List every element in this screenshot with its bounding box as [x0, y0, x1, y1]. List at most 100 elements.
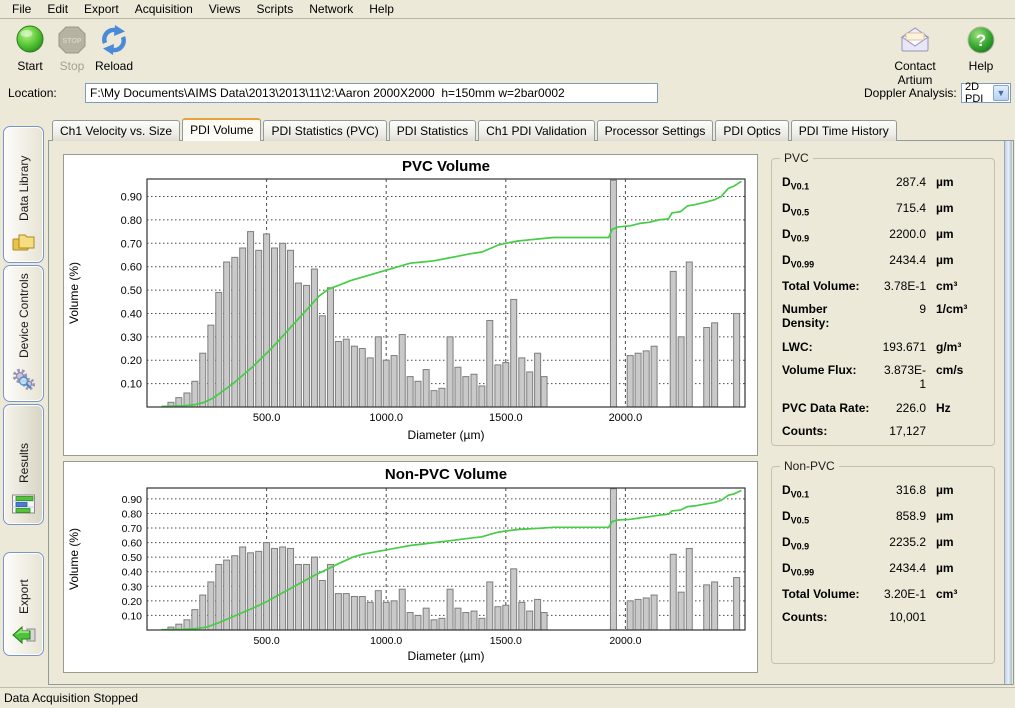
stat-value: 2434.4: [878, 561, 936, 575]
contact-artium-button[interactable]: Contact Artium: [877, 23, 953, 87]
stat-row: LWC:193.671g/m³: [782, 340, 986, 354]
stat-value: 3.78E-1: [878, 279, 936, 293]
tab-pdi-time-history[interactable]: PDI Time History: [791, 120, 897, 141]
folders-icon: [11, 231, 37, 256]
stat-row: DV0.92235.2µm: [782, 535, 986, 551]
stat-row: DV0.1287.4µm: [782, 175, 986, 191]
menu-item-export[interactable]: Export: [76, 0, 127, 18]
svg-text:Diameter (µm): Diameter (µm): [408, 649, 485, 663]
stat-unit: cm³: [936, 279, 986, 293]
stat-value: 226.0: [878, 401, 936, 415]
help-label: Help: [959, 59, 1003, 73]
tab-pdi-volume[interactable]: PDI Volume: [182, 118, 261, 141]
stat-unit: Hz: [936, 401, 986, 415]
stat-unit: µm: [936, 535, 986, 549]
stat-label: DV0.5: [782, 509, 878, 525]
svg-text:Diameter (µm): Diameter (µm): [408, 428, 485, 442]
svg-text:Volume (%): Volume (%): [67, 262, 81, 324]
stat-value: 9: [878, 302, 936, 316]
start-icon: [8, 23, 52, 57]
tab-processor-settings[interactable]: Processor Settings: [597, 120, 714, 141]
reload-button[interactable]: Reload: [92, 23, 136, 73]
svg-text:0.60: 0.60: [122, 538, 143, 550]
stat-value: 2235.2: [878, 535, 936, 549]
svg-text:Non-PVC Volume: Non-PVC Volume: [385, 466, 507, 483]
svg-text:1000.0: 1000.0: [369, 412, 403, 424]
pvc-stats-group: PVC DV0.1287.4µmDV0.5715.4µmDV0.92200.0µ…: [771, 158, 995, 446]
tab-pdi-statistics-pvc-[interactable]: PDI Statistics (PVC): [263, 120, 386, 141]
menu-item-help[interactable]: Help: [361, 0, 402, 18]
sidebar-item-data-library[interactable]: Data Library: [3, 126, 44, 263]
stat-unit: µm: [936, 483, 986, 497]
stat-label: Number Density:: [782, 302, 878, 330]
sidebar-item-label: Device Controls: [17, 266, 31, 362]
stat-label: DV0.1: [782, 483, 878, 499]
menu-item-network[interactable]: Network: [301, 0, 361, 18]
stat-value: 3.873E-1: [878, 363, 936, 391]
svg-text:0.80: 0.80: [121, 215, 142, 227]
stat-label: Total Volume:: [782, 587, 878, 601]
stat-label: DV0.99: [782, 253, 878, 269]
svg-text:0.70: 0.70: [122, 523, 143, 535]
status-text: Data Acquisition Stopped: [4, 691, 138, 705]
svg-text:0.20: 0.20: [121, 355, 142, 367]
svg-text:0.50: 0.50: [121, 285, 142, 297]
export-arrow-icon: [11, 624, 37, 649]
menu-item-edit[interactable]: Edit: [39, 0, 76, 18]
location-input[interactable]: [85, 83, 658, 103]
stat-label: DV0.9: [782, 227, 878, 243]
doppler-analysis-value: 2D PDI: [962, 81, 993, 105]
stat-row: Total Volume:3.78E-1cm³: [782, 279, 986, 293]
sidebar-item-export[interactable]: Export: [3, 552, 44, 656]
menu-item-views[interactable]: Views: [201, 0, 249, 18]
gears-icon: [11, 368, 37, 395]
help-button[interactable]: ? Help: [959, 23, 1003, 73]
doppler-analysis-select[interactable]: 2D PDI ▼: [961, 83, 1011, 103]
stat-unit: µm: [936, 227, 986, 241]
svg-text:0.30: 0.30: [121, 332, 142, 344]
svg-text:1500.0: 1500.0: [489, 412, 523, 424]
menu-bar: FileEditExportAcquisitionViewsScriptsNet…: [0, 0, 1015, 19]
stat-row: DV0.1316.8µm: [782, 483, 986, 499]
pvc-volume-chart: PVC Volume0.100.200.300.400.500.600.700.…: [63, 154, 758, 456]
stat-unit: µm: [936, 201, 986, 215]
tab-ch1-velocity-vs-size[interactable]: Ch1 Velocity vs. Size: [52, 120, 180, 141]
stop-button[interactable]: STOP Stop: [50, 23, 94, 73]
svg-text:0.90: 0.90: [121, 192, 142, 204]
sidebar-item-results[interactable]: Results: [3, 404, 44, 525]
stat-value: 193.671: [878, 340, 936, 354]
stat-unit: µm: [936, 509, 986, 523]
stat-value: 17,127: [878, 424, 936, 438]
splitter-handle[interactable]: [1004, 141, 1012, 684]
menu-item-acquisition[interactable]: Acquisition: [127, 0, 201, 18]
reload-icon: [92, 23, 136, 57]
svg-text:500.0: 500.0: [253, 635, 279, 647]
start-button[interactable]: Start: [8, 23, 52, 73]
stat-unit: cm³: [936, 587, 986, 601]
tab-ch1-pdi-validation[interactable]: Ch1 PDI Validation: [478, 120, 595, 141]
sidebar-item-label: Export: [17, 553, 31, 618]
chevron-down-icon[interactable]: ▼: [993, 85, 1009, 101]
stat-row: PVC Data Rate:226.0Hz: [782, 401, 986, 415]
svg-text:PVC Volume: PVC Volume: [402, 158, 490, 175]
tab-pdi-optics[interactable]: PDI Optics: [715, 120, 788, 141]
stat-value: 10,001: [878, 610, 936, 624]
stat-label: PVC Data Rate:: [782, 401, 878, 415]
menu-item-file[interactable]: File: [4, 0, 39, 18]
stat-label: Volume Flux:: [782, 363, 878, 377]
tab-pdi-statistics[interactable]: PDI Statistics: [389, 120, 476, 141]
svg-text:0.40: 0.40: [122, 567, 143, 579]
mail-icon: [877, 23, 953, 57]
toolbar: Start STOP Stop Reload: [0, 19, 1015, 81]
sidebar-item-device-controls[interactable]: Device Controls: [3, 265, 44, 402]
menu-item-scripts[interactable]: Scripts: [249, 0, 302, 18]
stat-row: Total Volume:3.20E-1cm³: [782, 587, 986, 601]
svg-text:0.80: 0.80: [122, 508, 143, 520]
stat-value: 3.20E-1: [878, 587, 936, 601]
svg-text:500.0: 500.0: [253, 412, 281, 424]
svg-text:0.30: 0.30: [122, 581, 143, 593]
stat-row: Counts:10,001: [782, 610, 986, 624]
stop-label: Stop: [50, 59, 94, 73]
svg-text:0.10: 0.10: [121, 379, 142, 391]
pdi-volume-tab-page: PVC Volume 0.10 0.20 0.30 0.40 0.50 0.60 0.70 0.…: [48, 140, 1014, 685]
